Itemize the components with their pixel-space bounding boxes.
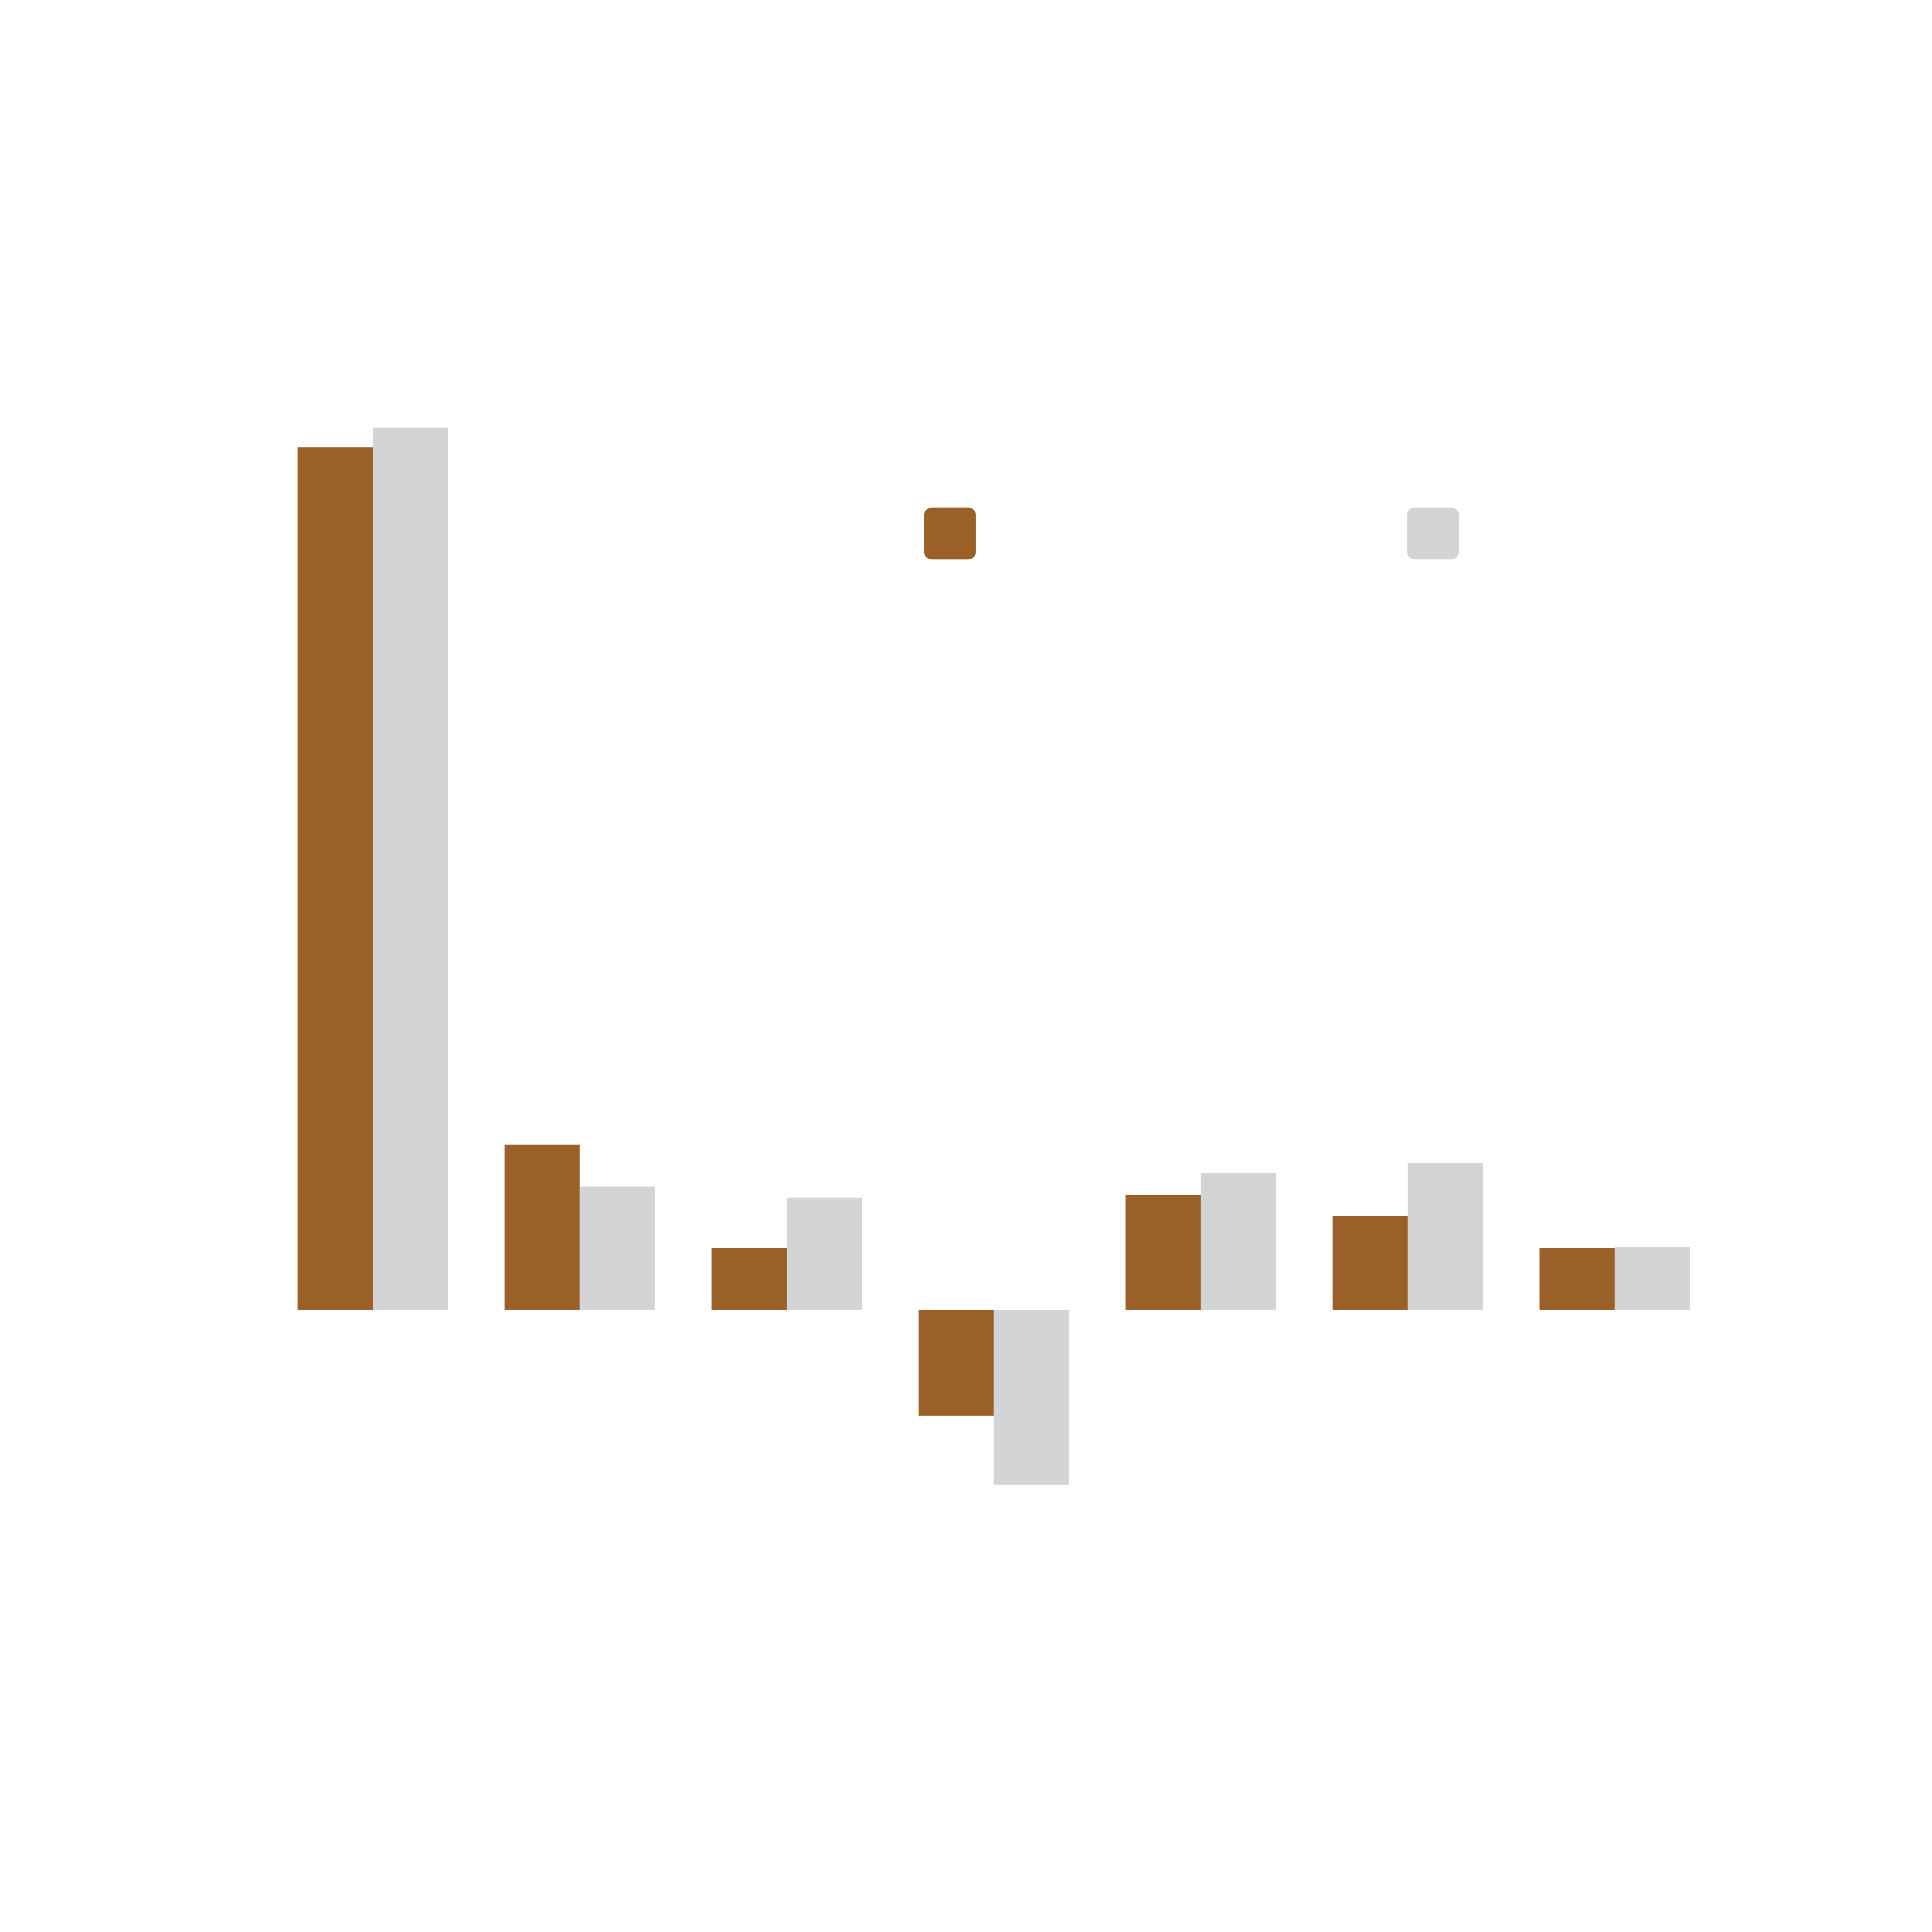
- bar: [504, 1145, 580, 1310]
- bar: [1539, 1248, 1615, 1310]
- legend-swatch: [1407, 507, 1459, 560]
- bar: [918, 1310, 994, 1416]
- bar: [579, 1186, 655, 1310]
- bar: [1125, 1195, 1201, 1310]
- bar: [712, 1248, 787, 1310]
- bar: [298, 447, 373, 1310]
- bar: [787, 1198, 862, 1310]
- bar: [1332, 1216, 1408, 1310]
- bar: [993, 1310, 1069, 1485]
- bar: [1407, 1163, 1483, 1310]
- bar: [373, 427, 448, 1310]
- bar: [1615, 1247, 1690, 1310]
- bar: [1201, 1173, 1276, 1310]
- legend-swatch: [924, 507, 976, 560]
